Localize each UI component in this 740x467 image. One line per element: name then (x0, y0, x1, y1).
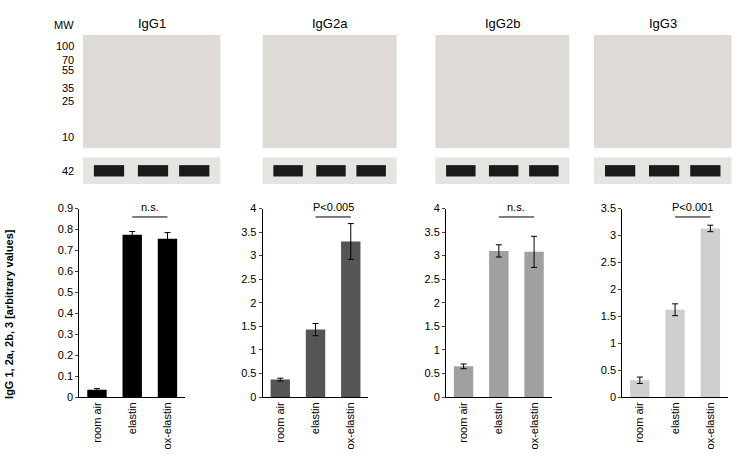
svg-text:0: 0 (250, 391, 256, 403)
svg-text:ox-elastin: ox-elastin (704, 402, 716, 449)
svg-text:2: 2 (250, 297, 256, 309)
svg-text:ox-elastin: ox-elastin (344, 402, 356, 449)
svg-text:2: 2 (434, 297, 440, 309)
svg-text:ox-elastin: ox-elastin (528, 402, 540, 449)
svg-text:MW: MW (54, 19, 74, 31)
svg-text:0: 0 (434, 391, 440, 403)
svg-text:1: 1 (610, 337, 616, 349)
svg-text:room air: room air (274, 402, 286, 443)
svg-text:1: 1 (250, 344, 256, 356)
svg-text:IgG1: IgG1 (138, 16, 166, 31)
svg-text:0.2: 0.2 (58, 349, 73, 361)
svg-text:room air: room air (91, 402, 103, 443)
svg-text:1.5: 1.5 (241, 320, 256, 332)
svg-text:0.5: 0.5 (424, 367, 439, 379)
svg-text:0.9: 0.9 (58, 202, 73, 214)
svg-text:42: 42 (62, 165, 74, 177)
svg-text:room air: room air (457, 402, 469, 443)
svg-text:ox-elastin: ox-elastin (161, 402, 173, 449)
svg-text:P<0.005: P<0.005 (313, 201, 354, 213)
svg-text:0.8: 0.8 (58, 223, 73, 235)
svg-text:70: 70 (62, 54, 74, 66)
svg-text:55: 55 (62, 64, 74, 76)
svg-text:IgG 1, 2a, 2b, 3 [arbitrary va: IgG 1, 2a, 2b, 3 [arbitrary values] (3, 229, 15, 399)
svg-text:3: 3 (250, 249, 256, 261)
svg-text:IgG2a: IgG2a (312, 16, 348, 31)
svg-text:elastin: elastin (669, 402, 681, 434)
svg-text:4: 4 (434, 202, 440, 214)
svg-text:0: 0 (610, 391, 616, 403)
svg-text:0.7: 0.7 (58, 244, 73, 256)
svg-text:1: 1 (434, 344, 440, 356)
svg-text:0.1: 0.1 (58, 370, 73, 382)
svg-text:3: 3 (610, 229, 616, 241)
svg-text:0: 0 (67, 391, 73, 403)
svg-text:0.5: 0.5 (58, 286, 73, 298)
svg-text:IgG2b: IgG2b (485, 16, 520, 31)
svg-text:P<0.001: P<0.001 (672, 201, 713, 213)
svg-text:0.4: 0.4 (58, 307, 73, 319)
svg-text:1.5: 1.5 (601, 310, 616, 322)
svg-text:0.3: 0.3 (58, 328, 73, 340)
svg-text:elastin: elastin (309, 402, 321, 434)
svg-text:0.6: 0.6 (58, 265, 73, 277)
svg-text:IgG3: IgG3 (649, 16, 677, 31)
svg-text:100: 100 (56, 40, 74, 52)
svg-text:10: 10 (62, 131, 74, 143)
svg-text:2.5: 2.5 (601, 256, 616, 268)
svg-text:35: 35 (62, 82, 74, 94)
svg-text:25: 25 (62, 95, 74, 107)
svg-text:0.5: 0.5 (601, 364, 616, 376)
svg-text:3.5: 3.5 (241, 226, 256, 238)
svg-text:0.5: 0.5 (241, 367, 256, 379)
svg-text:3.5: 3.5 (424, 226, 439, 238)
svg-text:elastin: elastin (126, 402, 138, 434)
svg-text:3: 3 (434, 249, 440, 261)
svg-text:4: 4 (250, 202, 256, 214)
svg-text:2.5: 2.5 (424, 273, 439, 285)
svg-text:room air: room air (633, 402, 645, 443)
svg-text:1.5: 1.5 (424, 320, 439, 332)
svg-text:n.s.: n.s. (507, 201, 525, 213)
svg-text:elastin: elastin (492, 402, 504, 434)
svg-text:2: 2 (610, 283, 616, 295)
svg-text:2.5: 2.5 (241, 273, 256, 285)
svg-text:3.5: 3.5 (601, 202, 616, 214)
svg-text:n.s.: n.s. (141, 201, 159, 213)
